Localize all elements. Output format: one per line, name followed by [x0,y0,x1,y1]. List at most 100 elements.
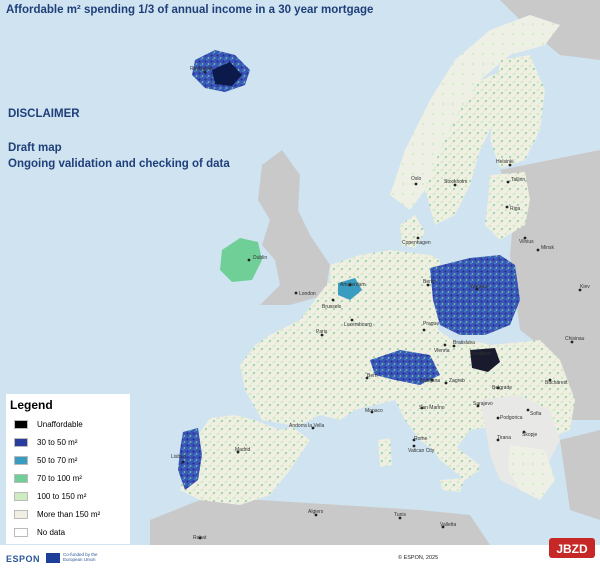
land-hungary-dark [470,348,500,372]
land-benelux [338,278,362,300]
watermark-text: JBZD [556,542,588,556]
legend-item-70-100: 70 to 100 m² [14,472,82,484]
legend-item-50-70: 50 to 70 m² [14,454,77,466]
land-turkey [560,430,600,520]
legend-item-unaffordable: Unaffordable [14,418,83,430]
legend-title: Legend [10,398,53,412]
land-norway [390,15,560,210]
svg-text:Helsinki: Helsinki [496,159,514,165]
svg-text:Kiev: Kiev [580,284,590,290]
svg-text:Andorra la Vella: Andorra la Vella [289,423,325,429]
footer: ESPON Co-funded by the European Union © … [0,545,600,571]
svg-text:Zagreb: Zagreb [449,378,465,384]
svg-text:Amsterdam: Amsterdam [340,282,366,288]
land-italy [395,400,480,475]
disclaimer-heading: DISCLAIMER [8,108,80,120]
jbzd-watermark-logo: JBZD [549,538,595,558]
svg-text:Podgorica: Podgorica [500,415,523,421]
espon-logo: ESPON [6,554,41,564]
svg-text:Ljubljana: Ljubljana [420,378,440,384]
legend-swatch [14,437,28,447]
svg-text:Dublin: Dublin [253,255,267,261]
land-ireland [220,238,262,282]
svg-text:Chisinau: Chisinau [565,336,585,342]
legend-swatch [14,473,28,483]
land-denmark [400,215,425,248]
legend-label: 100 to 150 m² [37,491,87,501]
svg-text:Sarajevo: Sarajevo [473,401,493,407]
legend-label: 70 to 100 m² [37,473,82,483]
svg-text:London: London [299,291,316,297]
svg-text:Vatican City: Vatican City [408,448,435,454]
legend-label: 30 to 50 m² [37,437,78,447]
legend: Legend Unaffordable 30 to 50 m² 50 to 70… [6,394,130,544]
eu-flag-icon [46,553,60,563]
legend-label: Unaffordable [37,419,83,429]
map-title: Affordable m² spending 1/3 of annual inc… [6,4,374,16]
svg-text:Paris: Paris [316,329,328,335]
legend-label: No data [37,527,66,537]
svg-text:Warsaw: Warsaw [470,284,488,290]
eu-cofunded-text: Co-funded by the European Union [63,552,98,562]
svg-text:Prague: Prague [423,321,439,327]
legend-swatch [14,491,28,501]
svg-text:Madrid: Madrid [235,447,251,453]
copyright: © ESPON, 2025 [398,555,439,561]
svg-text:Reykjavik: Reykjavik [190,66,212,72]
land-sicily [440,478,465,492]
svg-text:Luxembourg: Luxembourg [344,322,372,328]
land-portugal [178,428,202,490]
legend-swatch [14,419,28,429]
land-uk [258,150,330,305]
svg-text:Rabat: Rabat [193,535,207,541]
disclaimer-line1: Draft map [8,142,62,154]
svg-text:Oslo: Oslo [411,176,422,182]
land-mainland [180,250,575,505]
svg-text:Brussels: Brussels [322,304,342,310]
legend-item-over-150: More than 150 m² [14,508,100,520]
svg-text:Vilnius: Vilnius [519,239,534,245]
svg-text:Sofia: Sofia [530,411,542,417]
legend-label: 50 to 70 m² [37,455,78,465]
svg-text:Belgrade: Belgrade [492,385,512,391]
legend-swatch [14,509,28,519]
disclaimer-line2: Ongoing validation and checking of data [8,158,230,170]
svg-text:Tallinn: Tallinn [511,177,525,183]
land-alps [370,350,440,385]
land-sardinia [378,438,392,467]
svg-text:Monaco: Monaco [365,408,383,414]
svg-text:Tunis: Tunis [394,512,407,518]
svg-text:Algiers: Algiers [308,509,324,515]
iceland-dark [212,62,242,86]
legend-label: More than 150 m² [37,509,101,519]
legend-item-30-50: 30 to 50 m² [14,436,77,448]
svg-text:Riga: Riga [510,206,521,212]
land-greece [508,445,555,500]
svg-text:Bern: Bern [367,373,378,379]
land-north-africa [150,500,490,545]
svg-text:Valletta: Valletta [440,522,457,528]
svg-text:Bratislava: Bratislava [453,340,475,346]
land-finland [490,55,545,168]
svg-text:Berlin: Berlin [423,279,436,285]
land-poland [430,255,520,335]
legend-item-100-150: 100 to 150 m² [14,490,86,502]
city-markers: Reykjavik Oslo Helsinki Stockholm Tallin… [171,66,590,541]
svg-text:Stockholm: Stockholm [444,179,467,185]
svg-text:Rome: Rome [414,436,428,442]
svg-text:Skopje: Skopje [522,432,538,438]
land-sweden [425,70,505,225]
svg-text:Copenhagen: Copenhagen [402,240,431,246]
svg-text:Tirana: Tirana [497,435,511,441]
svg-text:Vienna: Vienna [434,348,450,354]
svg-text:Budapest: Budapest [470,351,492,357]
legend-item-no-data: No data [14,526,65,538]
legend-swatch [14,455,28,465]
svg-text:Minsk: Minsk [541,245,555,251]
svg-text:Lisbon: Lisbon [171,454,186,460]
legend-swatch [14,527,28,537]
svg-text:San Marino: San Marino [419,405,445,411]
svg-text:Bucharest: Bucharest [545,380,568,386]
